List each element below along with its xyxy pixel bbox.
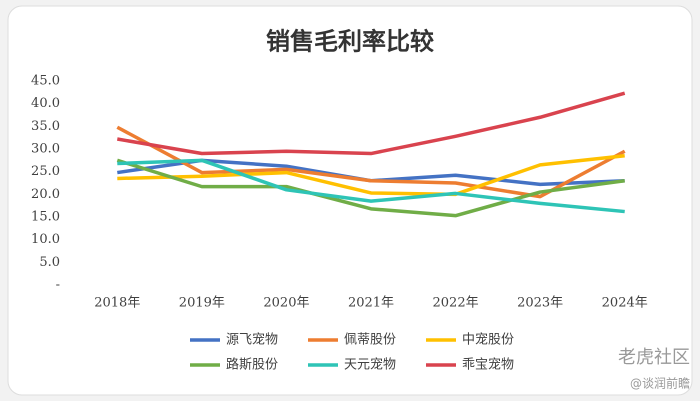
chart-frame [7, 5, 693, 396]
legend-label: 天元宠物 [344, 357, 396, 373]
legend-label: 乖宝宠物 [462, 357, 514, 373]
watermark: 老虎社区 [618, 347, 690, 368]
x-tick-label: 2024年 [602, 296, 648, 311]
y-tick-label: 35.0 [31, 119, 60, 134]
watermark: @谈润前瞻 [630, 376, 690, 391]
y-tick-label: 15.0 [31, 210, 60, 225]
y-tick-label: 5.0 [39, 255, 60, 270]
x-tick-label: 2019年 [179, 296, 225, 311]
legend-label: 中宠股份 [462, 332, 514, 348]
series-line [116, 158, 625, 218]
legend-label: 佩蒂股份 [344, 333, 396, 348]
y-tick-label: 25.0 [31, 164, 60, 179]
series-line [116, 91, 626, 156]
series-line [117, 158, 625, 214]
y-tick-label: - [56, 278, 60, 293]
x-tick-label: 2021年 [348, 296, 394, 311]
y-tick-label: 45.0 [31, 74, 60, 89]
y-tick-label: 30.0 [31, 142, 60, 157]
chart-title: 销售毛利率比较 [266, 27, 434, 56]
series-line [116, 125, 626, 199]
x-tick-label: 2023年 [517, 296, 563, 311]
y-tick-label: 40.0 [31, 96, 60, 111]
y-tick-label: 10.0 [31, 232, 60, 247]
x-tick-label: 2020年 [263, 296, 309, 311]
x-tick-label: 2022年 [433, 296, 479, 311]
legend-label: 源飞宠物 [226, 332, 278, 348]
x-tick-label: 2018年 [94, 296, 140, 311]
y-tick-label: 20.0 [31, 187, 60, 202]
legend-label: 路斯股份 [226, 357, 278, 373]
series-line [117, 154, 625, 197]
